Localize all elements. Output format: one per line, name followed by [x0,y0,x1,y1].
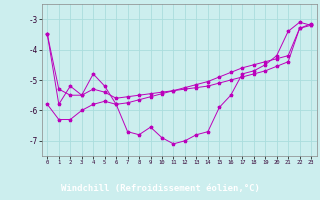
Text: Windchill (Refroidissement éolien,°C): Windchill (Refroidissement éolien,°C) [60,184,260,193]
